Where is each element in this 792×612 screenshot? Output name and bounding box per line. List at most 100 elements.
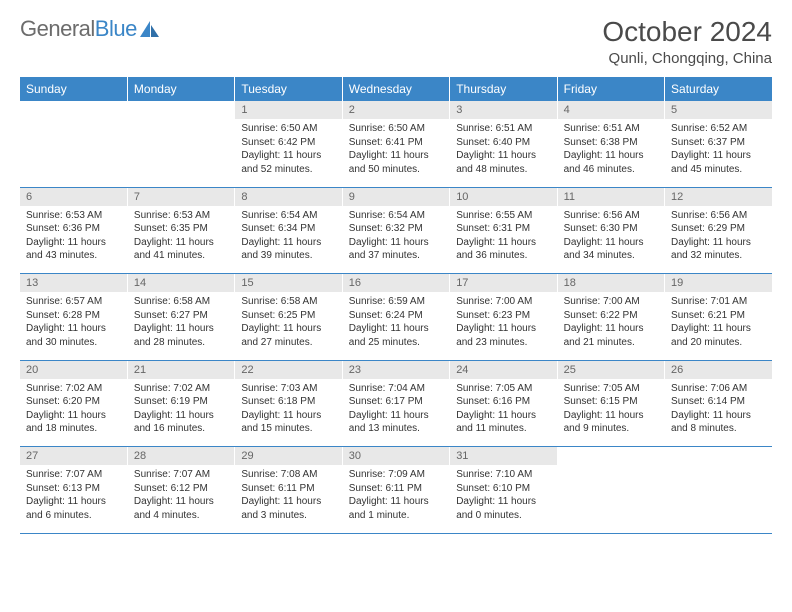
sunset-line: Sunset: 6:25 PM xyxy=(241,309,335,323)
day-cell: Sunrise: 6:50 AMSunset: 6:41 PMDaylight:… xyxy=(342,119,449,187)
day-cell xyxy=(20,119,127,187)
day-content-row: Sunrise: 6:53 AMSunset: 6:36 PM Daylight:… xyxy=(20,206,772,274)
day-number-cell: 29 xyxy=(235,447,342,466)
day-cell: Sunrise: 6:58 AMSunset: 6:27 PMDaylight:… xyxy=(127,292,234,360)
sunrise-line: Sunrise: 6:55 AM xyxy=(456,209,550,223)
sunrise-line: Sunrise: 6:51 AM xyxy=(456,122,550,136)
day-number-cell: 12 xyxy=(665,187,772,206)
day-content-row: Sunrise: 7:02 AMSunset: 6:20 PMDaylight:… xyxy=(20,379,772,447)
day-cell: Sunrise: 7:07 AMSunset: 6:12 PMDaylight:… xyxy=(127,465,234,533)
day-details: Sunrise: 6:51 AMSunset: 6:38 PMDaylight:… xyxy=(558,119,664,182)
day-number-cell xyxy=(665,447,772,466)
sunset-line: Sunset: 6:36 PM xyxy=(26,222,121,236)
logo-text-2: Blue xyxy=(95,16,137,42)
logo: GeneralBlue xyxy=(20,16,161,42)
day-cell: Sunrise: 6:56 AMSunset: 6:30 PMDaylight:… xyxy=(557,206,664,274)
day-cell: Sunrise: 6:57 AMSunset: 6:28 PMDaylight:… xyxy=(20,292,127,360)
sunset-line: Sunset: 6:12 PM xyxy=(134,482,228,496)
sunset-line: Sunset: 6:42 PM xyxy=(241,136,335,150)
day-details: Sunrise: 6:55 AMSunset: 6:31 PMDaylight:… xyxy=(450,206,556,269)
sunset-line: Sunset: 6:11 PM xyxy=(241,482,335,496)
day-content-row: Sunrise: 6:50 AMSunset: 6:42 PMDaylight:… xyxy=(20,119,772,187)
day-cell: Sunrise: 6:56 AMSunset: 6:29 PMDaylight:… xyxy=(665,206,772,274)
day-cell xyxy=(127,119,234,187)
daylight-line: Daylight: 11 hours and 32 minutes. xyxy=(671,236,766,263)
day-cell: Sunrise: 6:59 AMSunset: 6:24 PMDaylight:… xyxy=(342,292,449,360)
day-cell xyxy=(557,465,664,533)
day-details: Sunrise: 7:00 AMSunset: 6:23 PMDaylight:… xyxy=(450,292,556,355)
day-cell: Sunrise: 6:52 AMSunset: 6:37 PMDaylight:… xyxy=(665,119,772,187)
sunset-line: Sunset: 6:27 PM xyxy=(134,309,228,323)
day-number-cell: 23 xyxy=(342,360,449,379)
title-block: October 2024 Qunli, Chongqing, China xyxy=(602,16,772,67)
header: GeneralBlue October 2024 Qunli, Chongqin… xyxy=(20,16,772,67)
day-details: Sunrise: 6:54 AMSunset: 6:32 PMDaylight:… xyxy=(343,206,449,269)
day-number-cell: 14 xyxy=(127,274,234,293)
day-cell: Sunrise: 6:53 AMSunset: 6:36 PMDaylight:… xyxy=(20,206,127,274)
daylight-line: Daylight: 11 hours and 13 minutes. xyxy=(349,409,443,436)
day-number-cell: 8 xyxy=(235,187,342,206)
sunset-line: Sunset: 6:14 PM xyxy=(671,395,766,409)
daylight-line: Daylight: 11 hours and 0 minutes. xyxy=(456,495,550,522)
sunrise-line: Sunrise: 6:53 AM xyxy=(26,209,121,223)
daylight-line: Daylight: 11 hours and 18 minutes. xyxy=(26,409,121,436)
day-number-row: 12345 xyxy=(20,101,772,119)
day-details: Sunrise: 6:50 AMSunset: 6:41 PMDaylight:… xyxy=(343,119,449,182)
sunrise-line: Sunrise: 7:05 AM xyxy=(564,382,658,396)
day-number-cell: 3 xyxy=(450,101,557,119)
sunrise-line: Sunrise: 7:10 AM xyxy=(456,468,550,482)
day-details: Sunrise: 7:08 AMSunset: 6:11 PMDaylight:… xyxy=(235,465,341,528)
daylight-line: Daylight: 11 hours and 28 minutes. xyxy=(134,322,228,349)
day-details: Sunrise: 7:05 AMSunset: 6:16 PMDaylight:… xyxy=(450,379,556,442)
day-cell: Sunrise: 7:08 AMSunset: 6:11 PMDaylight:… xyxy=(235,465,342,533)
day-number-cell: 18 xyxy=(557,274,664,293)
sunset-line: Sunset: 6:18 PM xyxy=(241,395,335,409)
daylight-line: Daylight: 11 hours and 4 minutes. xyxy=(134,495,228,522)
day-number-cell: 17 xyxy=(450,274,557,293)
day-number-cell: 9 xyxy=(342,187,449,206)
daylight-line: Daylight: 11 hours and 21 minutes. xyxy=(564,322,658,349)
sunset-line: Sunset: 6:38 PM xyxy=(564,136,658,150)
daylight-line: Daylight: 11 hours and 20 minutes. xyxy=(671,322,766,349)
day-details: Sunrise: 7:02 AMSunset: 6:20 PMDaylight:… xyxy=(20,379,127,442)
day-details: Sunrise: 6:51 AMSunset: 6:40 PMDaylight:… xyxy=(450,119,556,182)
day-header: Wednesday xyxy=(342,77,449,101)
day-header: Friday xyxy=(557,77,664,101)
day-cell: Sunrise: 6:54 AMSunset: 6:32 PMDaylight:… xyxy=(342,206,449,274)
day-header-row: SundayMondayTuesdayWednesdayThursdayFrid… xyxy=(20,77,772,101)
day-content-row: Sunrise: 7:07 AMSunset: 6:13 PMDaylight:… xyxy=(20,465,772,533)
sunrise-line: Sunrise: 7:03 AM xyxy=(241,382,335,396)
daylight-line: Daylight: 11 hours and 48 minutes. xyxy=(456,149,550,176)
day-cell: Sunrise: 6:51 AMSunset: 6:40 PMDaylight:… xyxy=(450,119,557,187)
day-number-cell: 20 xyxy=(20,360,127,379)
day-details: Sunrise: 6:58 AMSunset: 6:25 PMDaylight:… xyxy=(235,292,341,355)
day-cell: Sunrise: 7:07 AMSunset: 6:13 PMDaylight:… xyxy=(20,465,127,533)
day-content-row: Sunrise: 6:57 AMSunset: 6:28 PMDaylight:… xyxy=(20,292,772,360)
day-number-cell: 1 xyxy=(235,101,342,119)
day-number-cell: 22 xyxy=(235,360,342,379)
day-details: Sunrise: 6:58 AMSunset: 6:27 PMDaylight:… xyxy=(128,292,234,355)
day-cell xyxy=(665,465,772,533)
day-cell: Sunrise: 6:58 AMSunset: 6:25 PMDaylight:… xyxy=(235,292,342,360)
day-number-cell: 13 xyxy=(20,274,127,293)
sunrise-line: Sunrise: 6:52 AM xyxy=(671,122,766,136)
sunset-line: Sunset: 6:37 PM xyxy=(671,136,766,150)
day-details: Sunrise: 7:04 AMSunset: 6:17 PMDaylight:… xyxy=(343,379,449,442)
sunset-line: Sunset: 6:30 PM xyxy=(564,222,658,236)
sunrise-line: Sunrise: 7:07 AM xyxy=(134,468,228,482)
sunset-line: Sunset: 6:28 PM xyxy=(26,309,121,323)
day-details: Sunrise: 6:59 AMSunset: 6:24 PMDaylight:… xyxy=(343,292,449,355)
day-cell: Sunrise: 6:54 AMSunset: 6:34 PMDaylight:… xyxy=(235,206,342,274)
day-cell: Sunrise: 6:53 AMSunset: 6:35 PMDaylight:… xyxy=(127,206,234,274)
day-number-cell: 19 xyxy=(665,274,772,293)
sunset-line: Sunset: 6:34 PM xyxy=(241,222,335,236)
sunset-line: Sunset: 6:29 PM xyxy=(671,222,766,236)
day-number-cell xyxy=(557,447,664,466)
sunrise-line: Sunrise: 7:07 AM xyxy=(26,468,121,482)
sunset-line: Sunset: 6:40 PM xyxy=(456,136,550,150)
daylight-line: Daylight: 11 hours and 23 minutes. xyxy=(456,322,550,349)
daylight-line: Daylight: 11 hours and 30 minutes. xyxy=(26,322,121,349)
day-cell: Sunrise: 7:04 AMSunset: 6:17 PMDaylight:… xyxy=(342,379,449,447)
logo-text-1: General xyxy=(20,16,95,42)
day-number-cell: 26 xyxy=(665,360,772,379)
